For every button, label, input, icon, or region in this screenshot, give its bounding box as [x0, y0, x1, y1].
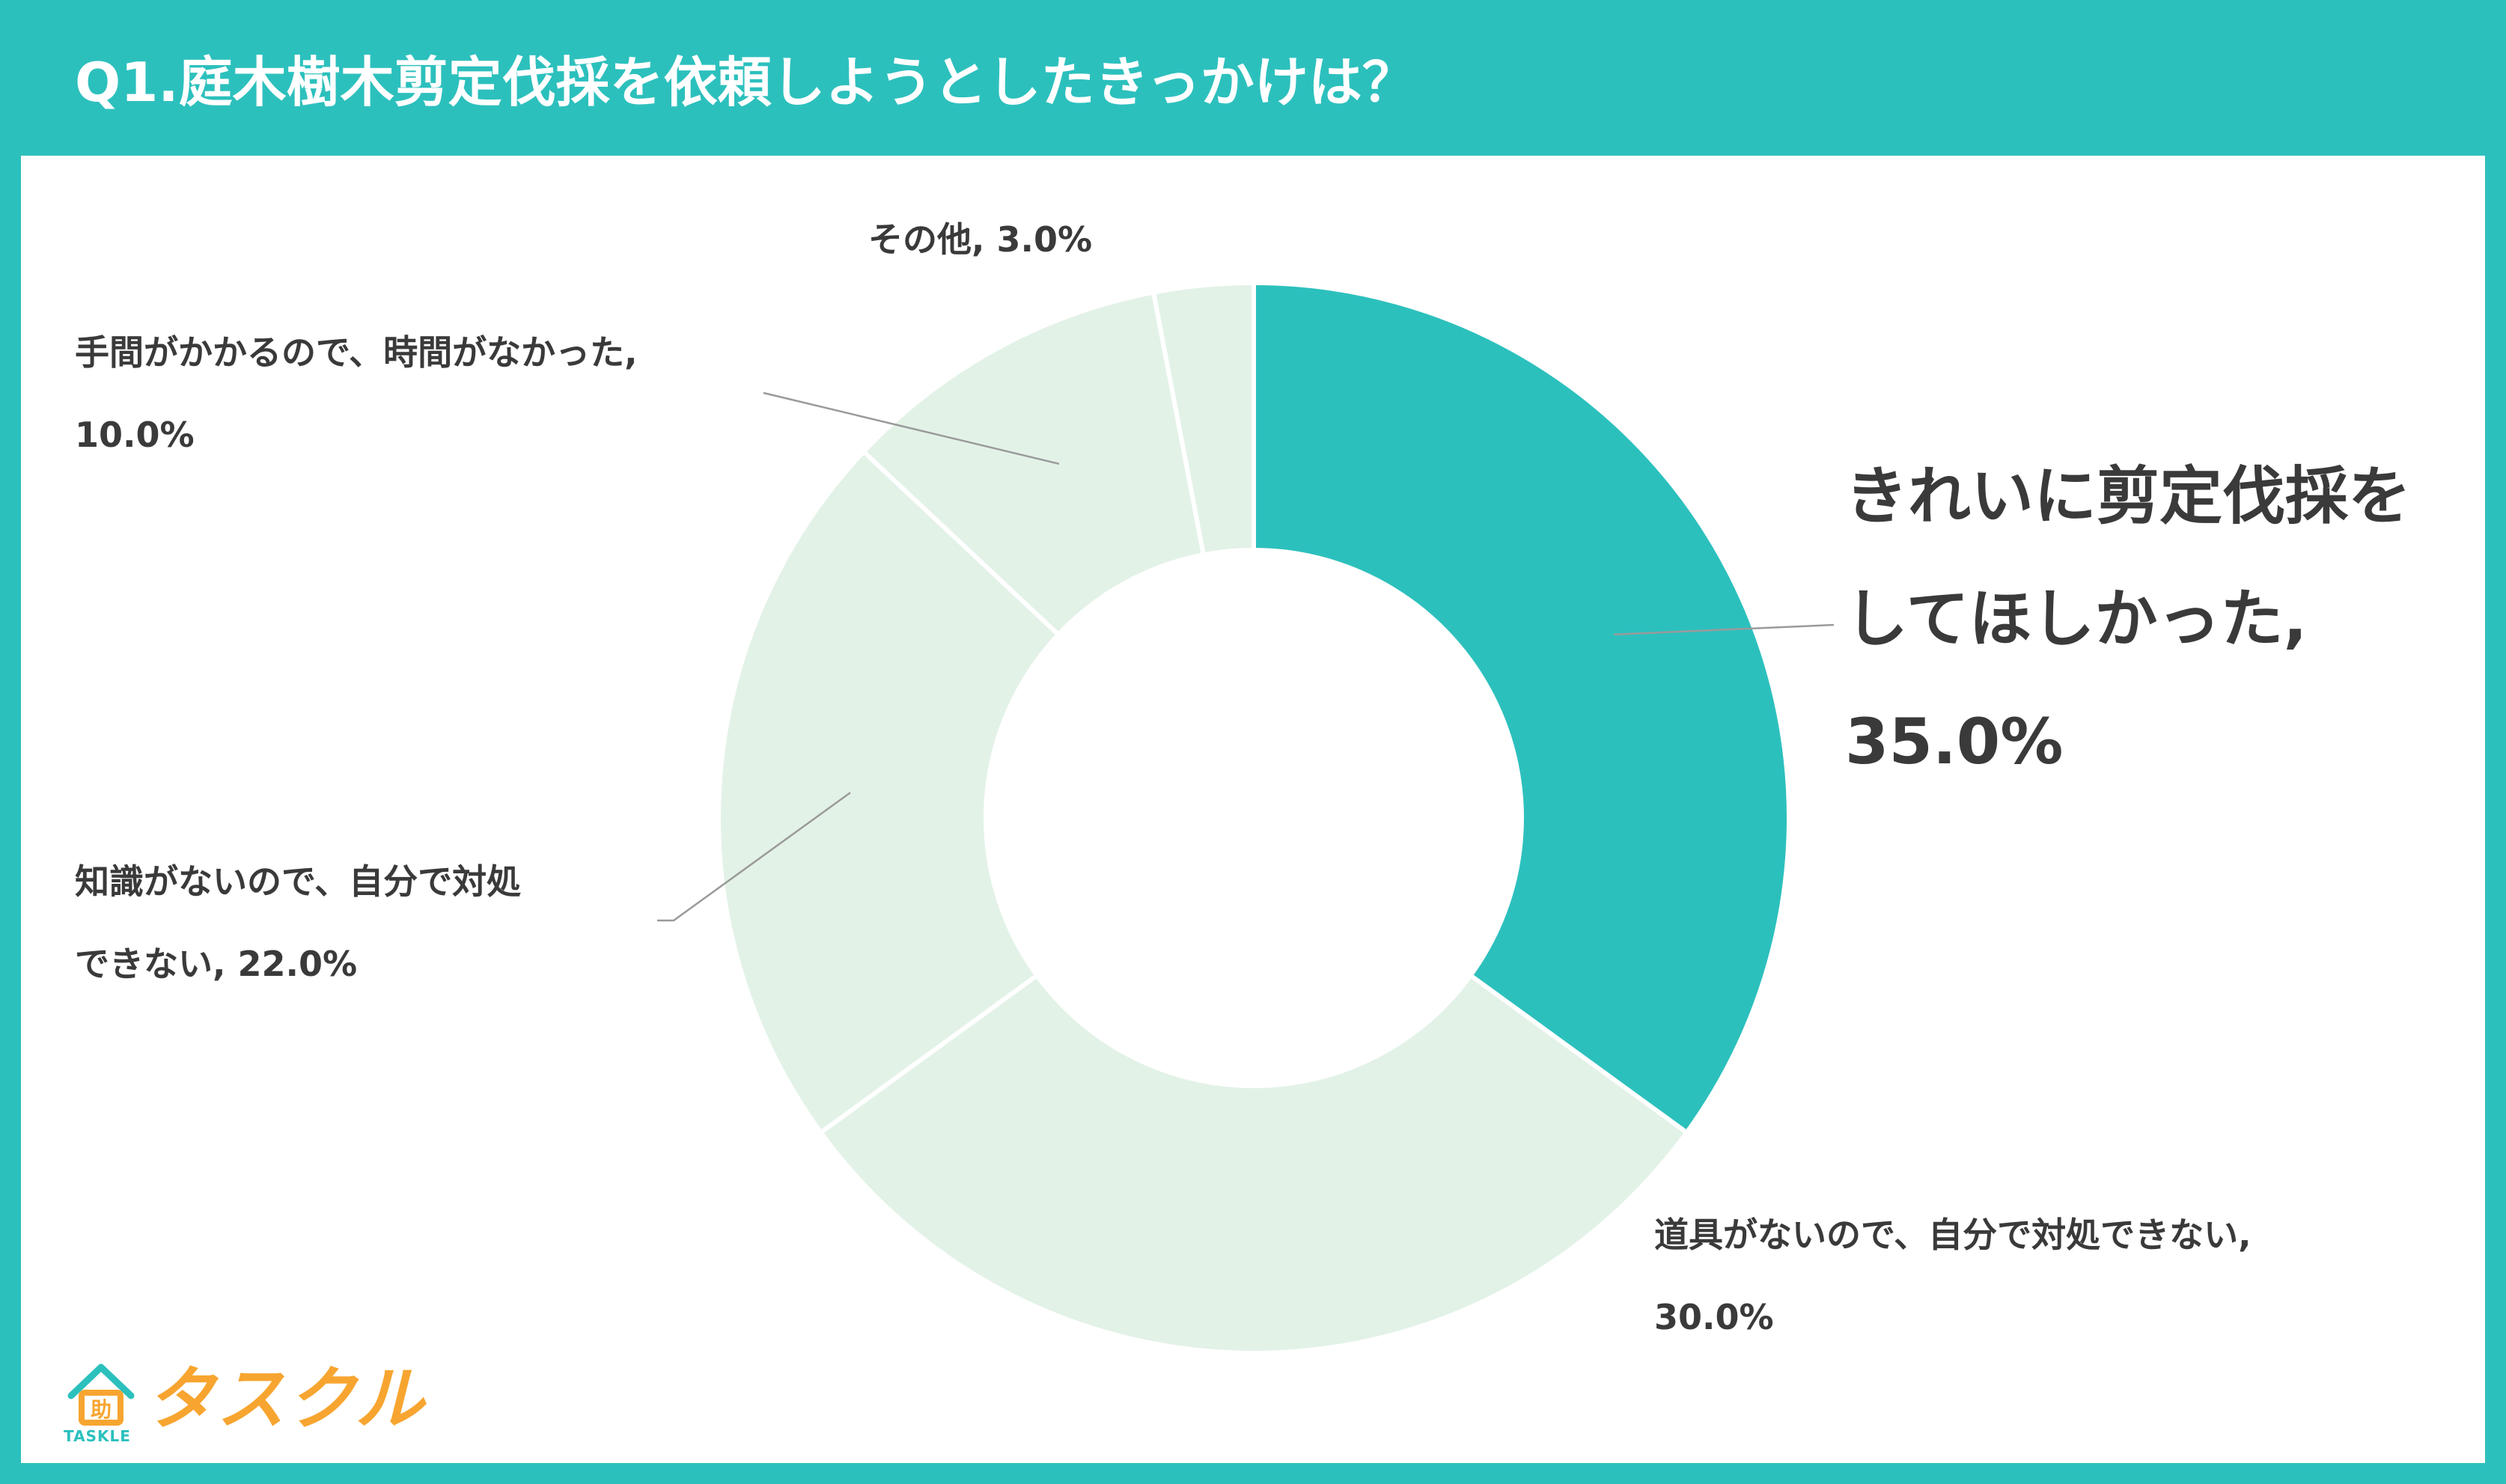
label-slice-0-line2: してほしかった,: [1845, 582, 2308, 656]
label-slice-0-line3: 35.0%: [1845, 705, 2064, 778]
label-slice-3-line1: 手間がかかるので、時間がなかった,: [75, 332, 638, 373]
slice-4: [1150, 280, 1256, 558]
slice-0: [1252, 280, 1791, 1136]
label-slice-4-line1: その他, 3.0%: [868, 219, 1093, 260]
label-slice-1-line2: 30.0%: [1654, 1297, 1774, 1337]
label-slice-0: きれいに剪定伐採を してほしかった, 35.0%: [1845, 460, 2411, 778]
slice-3: [860, 290, 1207, 638]
label-slice-2-line1: 知識がないので、自分で対処: [75, 861, 522, 902]
leader-line-2: [657, 792, 851, 922]
label-slice-4: その他, 3.0%: [868, 219, 1092, 260]
label-slice-2: 知識がないので、自分で対処 できない, 22.0%: [75, 861, 521, 985]
label-slice-1-line1: 道具がないので、自分で対処できない,: [1654, 1215, 2252, 1255]
header-bar: Q1.庭木樹木剪定伐採を依頼しようとしたきっかけは？: [0, 0, 2506, 156]
brand-logo: 助 TASKLE タスクル: [64, 1358, 424, 1448]
chart-title: Q1.庭木樹木剪定伐採を依頼しようとしたきっかけは？: [75, 51, 1416, 114]
logo-text: タスクル: [146, 1359, 426, 1439]
label-slice-2-line2: できない, 22.0%: [75, 944, 358, 984]
label-slice-3-line2: 10.0%: [75, 415, 195, 455]
leader-line-0: [1614, 623, 1835, 636]
slice-1: [817, 972, 1690, 1355]
slice-2: [716, 448, 1062, 1136]
logo-subtext: TASKLE: [64, 1427, 131, 1445]
leader-line-3: [763, 391, 1060, 465]
house-icon: 助: [67, 1364, 135, 1426]
label-slice-1: 道具がないので、自分で対処できない, 30.0%: [1654, 1214, 2252, 1338]
label-slice-3: 手間がかかるので、時間がなかった, 10.0%: [75, 332, 638, 456]
logo-mark: 助: [91, 1397, 112, 1422]
label-slice-0-line1: きれいに剪定伐採を: [1845, 459, 2412, 533]
